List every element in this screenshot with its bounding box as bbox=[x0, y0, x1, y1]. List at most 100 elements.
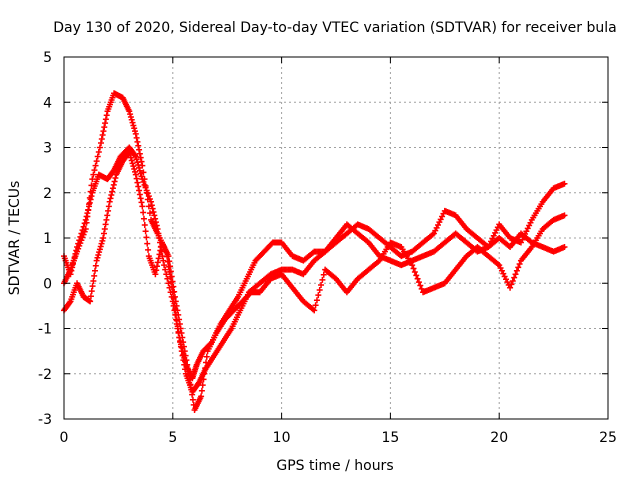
data-point-interp bbox=[413, 272, 420, 279]
data-point-interp bbox=[189, 396, 196, 403]
data-point-interp bbox=[186, 376, 193, 383]
data-point-interp bbox=[86, 194, 93, 201]
data-point-interp bbox=[167, 268, 174, 275]
data-point-interp bbox=[415, 279, 422, 286]
data-point-interp bbox=[143, 189, 150, 196]
x-tick-label: 20 bbox=[490, 430, 508, 446]
y-tick-label: 3 bbox=[43, 141, 52, 157]
data-point-interp bbox=[315, 292, 322, 299]
data-point-interp bbox=[187, 381, 194, 388]
data-point-interp bbox=[88, 182, 95, 189]
data-point bbox=[311, 307, 318, 314]
data-point-interp bbox=[101, 225, 108, 232]
data-point-interp bbox=[77, 240, 84, 247]
data-point-interp bbox=[79, 234, 86, 241]
data-point-interp bbox=[136, 191, 143, 198]
data-point-interp bbox=[89, 283, 96, 290]
data-point-interp bbox=[101, 124, 108, 131]
data-point-interp bbox=[94, 153, 101, 160]
data-point-interp bbox=[91, 272, 98, 279]
data-point-interp bbox=[188, 386, 195, 393]
data-point-interp bbox=[146, 210, 153, 217]
data-point-interp bbox=[509, 277, 516, 284]
data-point-interp bbox=[138, 173, 145, 180]
data-point-interp bbox=[142, 182, 149, 189]
data-point bbox=[561, 212, 568, 219]
data-point-interp bbox=[103, 216, 110, 223]
data-point bbox=[74, 248, 81, 255]
data-point-interp bbox=[320, 271, 327, 278]
data-point-interp bbox=[134, 179, 141, 186]
data-point-interp bbox=[144, 196, 151, 203]
data-point-interp bbox=[177, 325, 184, 332]
data-point-interp bbox=[170, 283, 177, 290]
data-point-interp bbox=[105, 203, 112, 210]
y-tick-label: 2 bbox=[43, 186, 52, 202]
data-point-interp bbox=[183, 357, 190, 364]
data-point-interp bbox=[90, 171, 97, 178]
data-point-interp bbox=[92, 162, 99, 169]
data-point-interp bbox=[131, 128, 138, 135]
data-point bbox=[507, 284, 514, 291]
data-point-interp bbox=[112, 175, 119, 182]
y-tick-label: 0 bbox=[43, 276, 52, 292]
data-point-interp bbox=[154, 263, 161, 270]
data-point bbox=[132, 171, 139, 178]
data-point-interp bbox=[129, 160, 136, 167]
data-point-interp bbox=[179, 334, 186, 341]
data-point-interp bbox=[163, 271, 170, 278]
data-point-interp bbox=[130, 122, 137, 129]
data-point bbox=[93, 257, 100, 264]
data-point-interp bbox=[151, 212, 158, 219]
data-point-interp bbox=[175, 311, 182, 318]
data-point-interp bbox=[103, 112, 110, 119]
data-point-interp bbox=[95, 149, 102, 156]
data-point-interp bbox=[136, 167, 143, 174]
data-point bbox=[198, 393, 205, 400]
data-point-interp bbox=[96, 144, 103, 151]
data-point-interp bbox=[135, 142, 142, 149]
data-point-interp bbox=[80, 231, 87, 238]
data-point-interp bbox=[92, 262, 99, 269]
data-point bbox=[409, 262, 416, 269]
series-track-2 bbox=[61, 90, 568, 395]
data-point-interp bbox=[184, 361, 191, 368]
data-point bbox=[126, 108, 133, 115]
data-point-interp bbox=[86, 201, 93, 208]
y-axis-label: SDTVAR / TECUs bbox=[7, 181, 23, 296]
data-point-interp bbox=[318, 281, 325, 288]
data-point-interp bbox=[102, 221, 109, 228]
data-point-interp bbox=[202, 365, 209, 372]
data-point-interp bbox=[86, 199, 93, 206]
data-point-interp bbox=[149, 205, 156, 212]
data-point-interp bbox=[142, 228, 149, 235]
data-point-interp bbox=[181, 348, 188, 355]
data-point-interp bbox=[78, 237, 85, 244]
data-point bbox=[82, 225, 89, 232]
data-point-interp bbox=[84, 213, 91, 220]
data-point bbox=[561, 244, 568, 251]
data-point-interp bbox=[169, 278, 176, 285]
data-point bbox=[82, 216, 89, 223]
data-point-interp bbox=[90, 277, 97, 284]
data-point-interp bbox=[141, 221, 148, 228]
data-point-interp bbox=[175, 328, 182, 335]
data-point-interp bbox=[133, 134, 140, 141]
data-point-interp bbox=[176, 316, 183, 323]
data-point bbox=[106, 198, 113, 205]
data-points bbox=[61, 90, 568, 413]
data-point-interp bbox=[136, 150, 143, 157]
data-point-interp bbox=[85, 207, 92, 214]
data-point-interp bbox=[127, 113, 134, 120]
data-point-interp bbox=[130, 163, 137, 170]
data-point bbox=[100, 235, 107, 241]
data-point-interp bbox=[128, 157, 135, 164]
data-point-interp bbox=[319, 276, 326, 283]
data-point bbox=[132, 130, 139, 137]
axis-ticks: 0 5 10 15 20 25 -3 -2 -1 0 1 2 3 4 5 bbox=[38, 50, 617, 446]
data-point-interp bbox=[156, 251, 163, 258]
data-point-interp bbox=[134, 138, 141, 145]
data-point-interp bbox=[96, 249, 103, 256]
data-point-interp bbox=[515, 264, 522, 271]
data-point-interp bbox=[150, 208, 157, 215]
